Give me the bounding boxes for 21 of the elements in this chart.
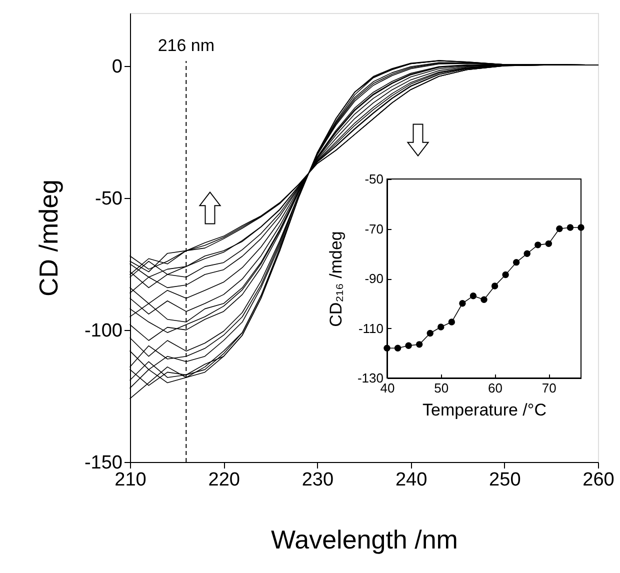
x-axis-title: Wavelength /nm — [271, 524, 458, 554]
y-tick-label: -50 — [95, 188, 122, 210]
y-tick-label: -110 — [358, 320, 384, 336]
y-tick-label: -100 — [84, 320, 122, 342]
x-tick-label: 220 — [208, 470, 240, 490]
ref-line-label: 216 nm — [158, 36, 215, 55]
y-tick-label: -130 — [357, 370, 384, 386]
y-axis-title: CD₂₁₆ /mdeg — [326, 231, 346, 327]
x-tick-label: 50 — [434, 380, 449, 396]
x-tick-label: 60 — [488, 380, 503, 396]
x-tick-label: 70 — [542, 380, 556, 396]
x-tick-label: 240 — [395, 470, 428, 490]
y-tick-label: -50 — [364, 172, 384, 186]
x-tick-label: 250 — [489, 470, 521, 490]
y-tick-label: -90 — [364, 271, 384, 286]
x-tick-label: 260 — [582, 470, 614, 490]
y-axis-title: CD /mdeg — [33, 179, 64, 297]
x-axis-title: Temperature /°C — [422, 400, 546, 420]
x-tick-label: 230 — [302, 470, 334, 490]
y-tick-label: -70 — [364, 221, 384, 236]
y-tick-label: 0 — [112, 56, 122, 78]
